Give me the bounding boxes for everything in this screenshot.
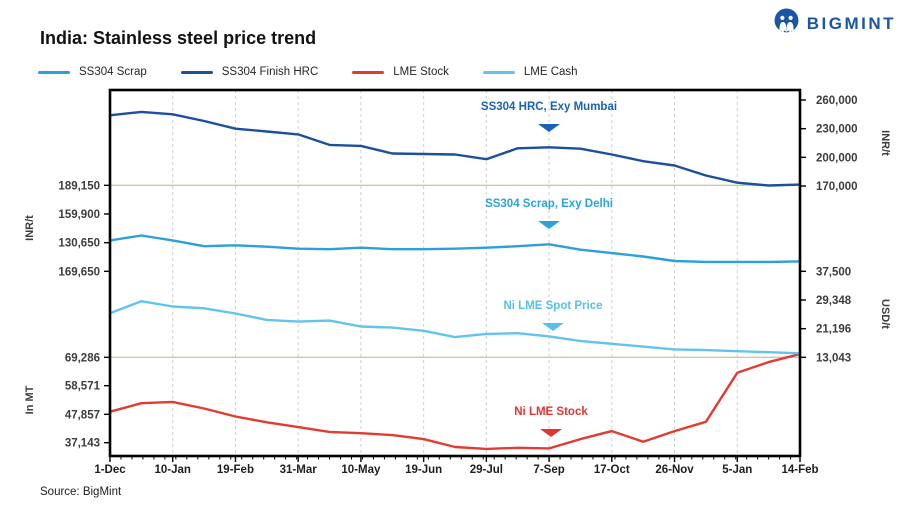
y-label-right-top: 230,000 bbox=[816, 124, 858, 136]
legend-label: LME Stock bbox=[393, 66, 449, 78]
legend-item-ss304-finish-hrc: SS304 Finish HRC bbox=[180, 66, 319, 78]
x-label: 5-Jan bbox=[722, 464, 752, 476]
annotation-ni-lme-spot-price: Ni LME Spot Price bbox=[503, 300, 602, 312]
bigmint-logo-text: BIGMINT bbox=[806, 14, 896, 33]
series-line-lme-stock bbox=[108, 352, 802, 451]
legend-swatch bbox=[482, 70, 515, 74]
annotation-ni-lme-stock: Ni LME Stock bbox=[514, 406, 588, 418]
x-label: 10-May bbox=[341, 464, 381, 476]
legend-swatch bbox=[38, 70, 70, 74]
x-label: 19-Feb bbox=[217, 464, 254, 476]
y-label-left-bottom: 69,286 bbox=[65, 352, 100, 364]
annotation-ss304-scrap-exy-delhi: SS304 Scrap, Exy Delhi bbox=[485, 198, 613, 210]
series-line-lme-cash bbox=[108, 300, 802, 355]
y-label-left-bottom: 47,857 bbox=[65, 409, 100, 421]
legend-item-ss304-scrap: SS304 Scrap bbox=[38, 66, 147, 78]
annotation-arrow-down-icon bbox=[538, 124, 560, 132]
y-label-right-bottom: 29,348 bbox=[816, 295, 852, 307]
bigmint-logo-icon bbox=[773, 8, 800, 40]
x-label: 17-Oct bbox=[594, 464, 630, 476]
legend-item-lme-cash: LME Cash bbox=[482, 66, 578, 78]
series-line-ss304-finish-hrc bbox=[108, 110, 802, 187]
y-label-left-bottom: 37,143 bbox=[65, 438, 100, 450]
y-label-right-top: 260,000 bbox=[816, 95, 858, 107]
legend-item-lme-stock: LME Stock bbox=[352, 66, 449, 78]
bigmint-logo: BIGMINT bbox=[773, 8, 896, 40]
left-axis-title-mt: In MT bbox=[24, 385, 36, 414]
x-label: 1-Dec bbox=[94, 464, 126, 476]
annotation-arrow-down-icon bbox=[540, 429, 562, 437]
right-axis-title-inr: INR/t bbox=[879, 130, 891, 156]
x-label: 19-Jun bbox=[405, 464, 442, 476]
y-label-right-bottom: 37,500 bbox=[816, 266, 851, 278]
y-label-right-top: 170,000 bbox=[816, 181, 858, 193]
y-label-right-top: 200,000 bbox=[816, 152, 858, 164]
annotation-arrow-down-icon bbox=[542, 323, 564, 331]
annotation-arrow-down-icon bbox=[538, 221, 560, 229]
legend-label: LME Cash bbox=[523, 66, 578, 78]
legend-label: SS304 Finish HRC bbox=[221, 66, 319, 78]
y-label-right-bottom: 13,043 bbox=[816, 352, 851, 364]
left-axis-title-inr: INR/t bbox=[24, 215, 36, 241]
y-label-left-top: 130,650 bbox=[58, 238, 100, 250]
legend-swatch bbox=[180, 70, 213, 74]
x-label: 10-Jan bbox=[155, 464, 191, 476]
right-axis-title-usd: USD/t bbox=[879, 299, 891, 329]
y-label-left-top: 159,900 bbox=[58, 209, 100, 221]
plot-frame bbox=[108, 88, 802, 458]
x-label: 7-Sep bbox=[533, 464, 564, 476]
x-label: 29-Jul bbox=[470, 464, 503, 476]
y-label-right-bottom: 21,196 bbox=[816, 324, 851, 336]
annotation-ss304-hrc-exy-mumbai: SS304 HRC, Exy Mumbai bbox=[481, 101, 617, 113]
legend: SS304 Scrap SS304 Finish HRC LME Stock LME … bbox=[38, 66, 578, 78]
series-line-ss304-scrap bbox=[108, 234, 802, 264]
y-label-left-top: 189,150 bbox=[58, 180, 100, 192]
x-label: 14-Feb bbox=[781, 464, 818, 476]
x-label: 26-Nov bbox=[655, 464, 694, 476]
y-label-left-top: 169,650 bbox=[58, 266, 100, 278]
legend-label: SS304 Scrap bbox=[79, 66, 147, 78]
page-title: India: Stainless steel price trend bbox=[40, 28, 317, 48]
y-label-left-bottom: 58,571 bbox=[65, 381, 101, 393]
x-label: 31-Mar bbox=[280, 464, 318, 476]
source-note: Source: BigMint bbox=[40, 486, 122, 498]
legend-swatch bbox=[352, 70, 385, 74]
